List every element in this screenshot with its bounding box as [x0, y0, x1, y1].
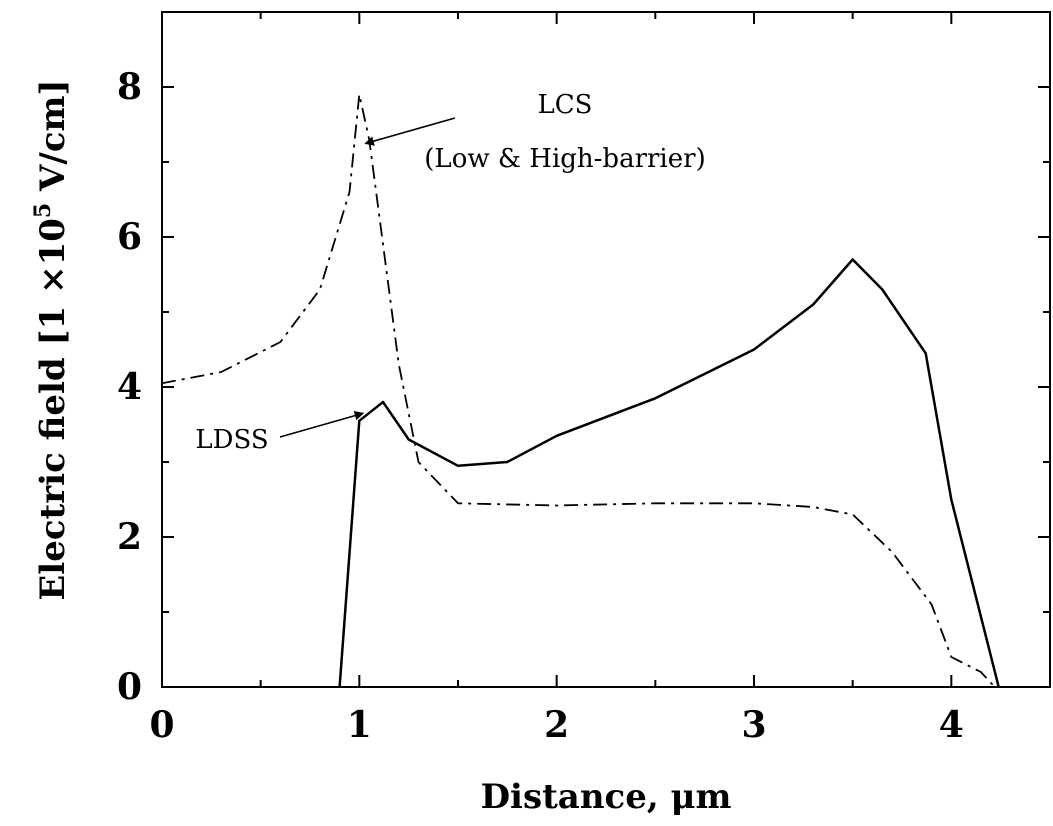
y-axis-title: Electric field [1 ×105 V/cm] [30, 79, 73, 600]
y-axis-title-suffix: V/cm] [33, 79, 73, 202]
axis-tick-labels: 0 1 2 3 4 0 2 4 6 8 [117, 66, 964, 746]
x-tick-label: 2 [544, 704, 569, 746]
lcs-annotation-arrow [364, 117, 456, 146]
y-tick-label: 8 [117, 66, 142, 108]
y-axis-title-prefix: Electric field [1 ×10 [33, 218, 73, 601]
x-tick-label: 4 [939, 704, 964, 746]
series-layer [161, 93, 1000, 688]
ldss-annotation-arrow [279, 411, 365, 438]
x-axis-title: Distance, μm [481, 777, 732, 817]
lcs-annotation-line1: LCS [538, 90, 593, 120]
x-tick-label: 1 [347, 704, 372, 746]
axis-ticks [161, 11, 1051, 688]
y-tick-label: 6 [117, 216, 142, 258]
y-axis-title-exponent: 5 [30, 203, 56, 218]
y-tick-label: 0 [117, 666, 142, 708]
plot-frame [161, 11, 1051, 688]
y-tick-label: 4 [117, 366, 142, 408]
y-tick-label: 2 [117, 516, 142, 558]
series-line-ldss [338, 258, 1000, 688]
ldss-annotation-label: LDSS [195, 425, 268, 455]
annotation-layer: LCS (Low & High-barrier) LDSS [195, 90, 705, 455]
x-tick-label: 0 [149, 704, 174, 746]
lcs-annotation-line2: (Low & High-barrier) [424, 144, 705, 174]
series-line-lcs [161, 93, 996, 688]
x-tick-label: 3 [741, 704, 766, 746]
